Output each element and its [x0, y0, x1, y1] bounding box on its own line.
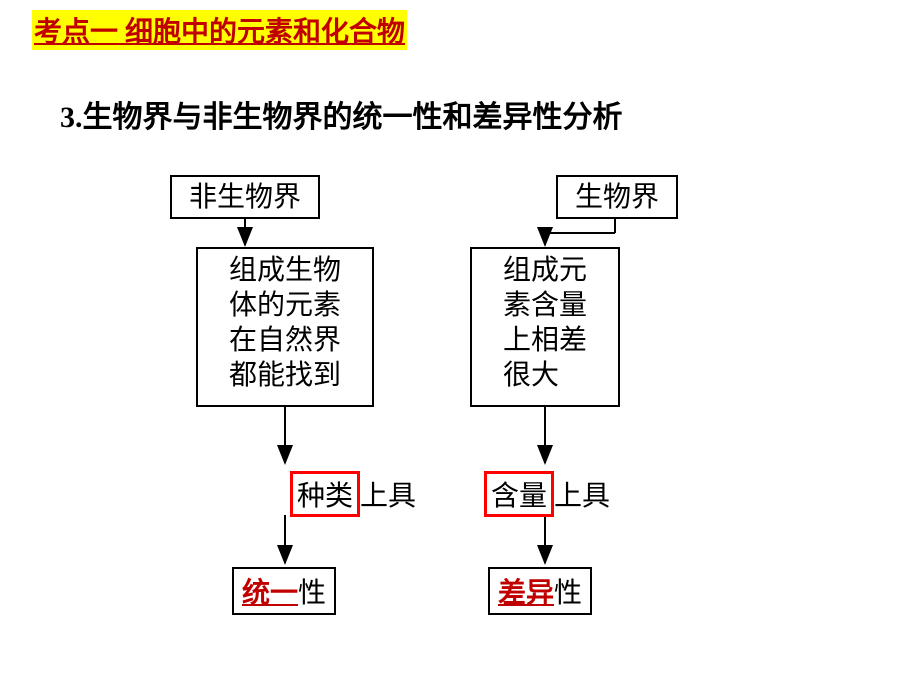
page-title-row: 考点一 细胞中的元素和化合物: [32, 10, 407, 50]
bottom-right: 差异性: [488, 567, 592, 615]
node-top-left: 非生物界: [170, 175, 320, 219]
bottom-left-tail: 性: [298, 578, 326, 609]
flowchart: 非生物界 生物界 组成生物 体的元素 在自然界 都能找到 组成元 素含量 上相差…: [170, 175, 770, 635]
bottom-right-tail: 性: [554, 578, 582, 609]
label-right-boxed: 含量: [484, 471, 554, 517]
node-mid-left: 组成生物 体的元素 在自然界 都能找到: [196, 247, 374, 407]
node-mid-right: 组成元 素含量 上相差 很大: [470, 247, 620, 407]
bottom-left: 统一性: [232, 567, 336, 615]
label-left-boxed: 种类: [290, 471, 360, 517]
subtitle: 3.生物界与非生物界的统一性和差异性分析: [60, 92, 623, 136]
label-right: 含量上具: [484, 471, 610, 517]
node-mid-left-text: 组成生物 体的元素 在自然界 都能找到: [229, 253, 341, 393]
subtitle-text: 生物界与非生物界的统一性和差异性分析: [83, 101, 623, 134]
bottom-left-red: 统一: [242, 578, 298, 609]
subtitle-prefix: 3.: [60, 101, 83, 134]
page-title: 考点一 细胞中的元素和化合物: [32, 10, 407, 50]
label-left: 种类上具: [290, 471, 416, 517]
node-mid-right-text: 组成元 素含量 上相差 很大: [503, 253, 587, 393]
node-top-right: 生物界: [556, 175, 678, 219]
label-right-tail: 上具: [554, 481, 610, 512]
label-left-tail: 上具: [360, 481, 416, 512]
bottom-right-red: 差异: [498, 578, 554, 609]
